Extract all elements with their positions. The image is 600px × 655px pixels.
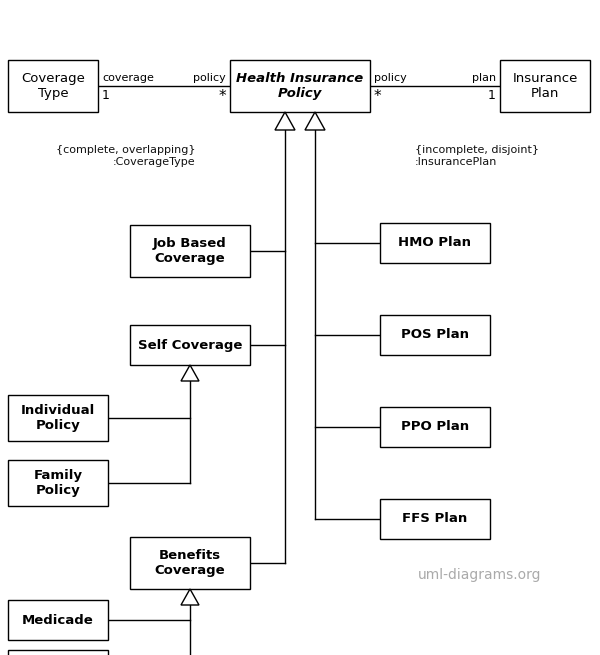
FancyBboxPatch shape: [380, 223, 490, 263]
FancyBboxPatch shape: [8, 60, 98, 112]
Text: Medicade: Medicade: [22, 614, 94, 626]
FancyBboxPatch shape: [8, 395, 108, 441]
Polygon shape: [305, 112, 325, 130]
Text: Benefits
Coverage: Benefits Coverage: [155, 549, 226, 577]
Text: Coverage
Type: Coverage Type: [21, 72, 85, 100]
FancyBboxPatch shape: [380, 315, 490, 355]
FancyBboxPatch shape: [130, 225, 250, 277]
Text: *: *: [218, 89, 226, 104]
Text: policy: policy: [374, 73, 407, 83]
Text: Insurance
Plan: Insurance Plan: [512, 72, 578, 100]
Text: uml-diagrams.org: uml-diagrams.org: [418, 568, 542, 582]
Text: HMO Plan: HMO Plan: [398, 236, 472, 250]
Polygon shape: [275, 112, 295, 130]
Text: plan: plan: [472, 73, 496, 83]
Text: POS Plan: POS Plan: [401, 329, 469, 341]
Polygon shape: [181, 589, 199, 605]
Text: Health Insurance
Policy: Health Insurance Policy: [236, 72, 364, 100]
Text: {incomplete, disjoint}
:InsurancePlan: {incomplete, disjoint} :InsurancePlan: [415, 145, 539, 166]
FancyBboxPatch shape: [130, 325, 250, 365]
FancyBboxPatch shape: [8, 460, 108, 506]
Text: coverage: coverage: [102, 73, 154, 83]
Text: Job Based
Coverage: Job Based Coverage: [153, 237, 227, 265]
Polygon shape: [181, 365, 199, 381]
FancyBboxPatch shape: [380, 499, 490, 539]
Text: policy: policy: [193, 73, 226, 83]
FancyBboxPatch shape: [500, 60, 590, 112]
FancyBboxPatch shape: [8, 600, 108, 640]
Text: Individual
Policy: Individual Policy: [21, 404, 95, 432]
FancyBboxPatch shape: [130, 537, 250, 589]
FancyBboxPatch shape: [230, 60, 370, 112]
FancyBboxPatch shape: [380, 407, 490, 447]
Text: *: *: [374, 89, 382, 104]
Text: {complete, overlapping}
:CoverageType: {complete, overlapping} :CoverageType: [56, 145, 195, 166]
FancyBboxPatch shape: [8, 650, 108, 655]
Text: FFS Plan: FFS Plan: [403, 512, 467, 525]
Text: 1: 1: [102, 89, 110, 102]
Text: 1: 1: [488, 89, 496, 102]
Text: PPO Plan: PPO Plan: [401, 421, 469, 434]
Text: Family
Policy: Family Policy: [34, 469, 83, 497]
Text: Self Coverage: Self Coverage: [138, 339, 242, 352]
